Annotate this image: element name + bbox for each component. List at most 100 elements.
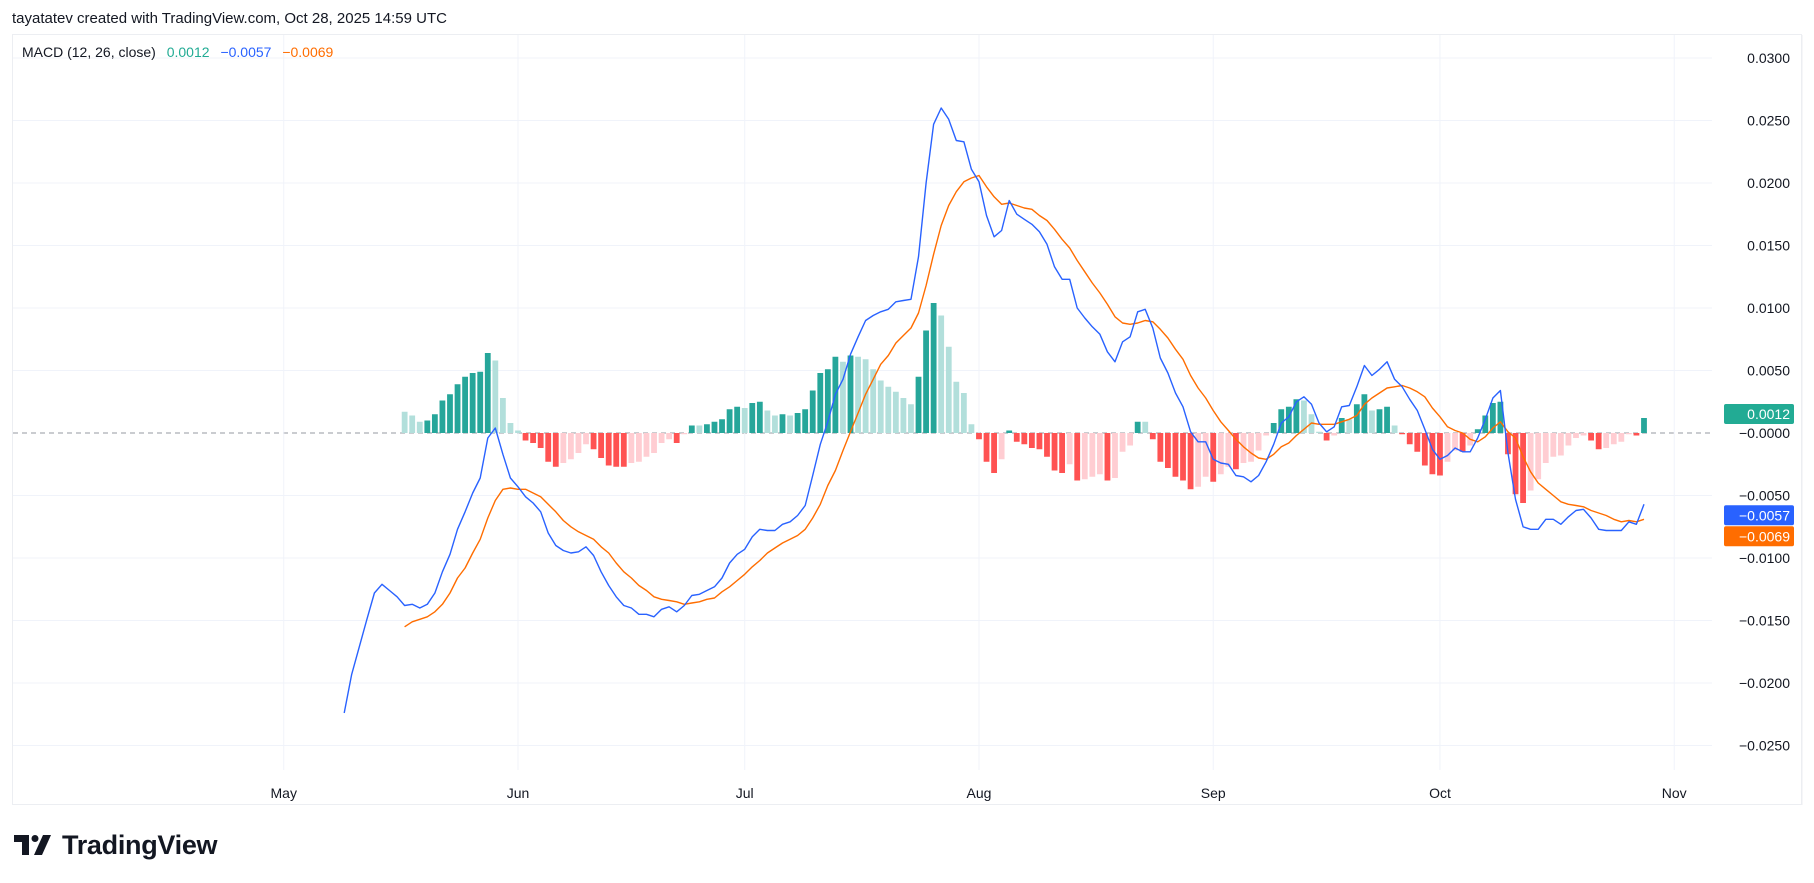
histogram-bar <box>1459 433 1466 452</box>
y-tick-label: 0.0200 <box>1747 175 1790 191</box>
y-tick-label: 0.0150 <box>1747 238 1790 254</box>
histogram-bar <box>522 433 529 441</box>
histogram-bar <box>484 353 491 433</box>
histogram-bar <box>1240 433 1247 463</box>
histogram-bar <box>991 433 997 473</box>
histogram-bar <box>1323 433 1330 441</box>
histogram-bar <box>1210 433 1217 482</box>
y-tick-label: −0.0100 <box>1739 550 1790 566</box>
histogram-bar <box>726 409 733 433</box>
histogram-bar <box>1096 433 1103 475</box>
histogram-bar <box>1557 433 1564 456</box>
histogram-bar <box>1331 433 1338 436</box>
histogram-bar <box>605 433 612 466</box>
histogram-bar <box>575 433 582 453</box>
histogram-bar <box>772 415 778 433</box>
histogram-bar <box>1165 433 1171 468</box>
histogram-bar <box>764 410 771 433</box>
histogram-bar <box>1338 418 1345 433</box>
histogram-bar <box>1104 433 1111 481</box>
histogram-bar <box>507 423 514 433</box>
histogram-bar <box>923 330 929 433</box>
x-tick-label: May <box>271 785 297 801</box>
x-tick-label: Jun <box>507 785 530 801</box>
histogram-bar <box>1414 433 1421 452</box>
histogram-bar <box>1429 433 1436 475</box>
histogram-bar <box>779 414 786 433</box>
histogram-bar <box>469 373 476 433</box>
last-value-tag <box>1724 404 1794 424</box>
histogram-bar <box>1482 415 1489 433</box>
histogram-bar <box>1278 409 1285 433</box>
histogram-bar <box>515 430 521 433</box>
histogram-bar <box>583 433 589 445</box>
histogram-bar <box>1263 433 1270 436</box>
histogram-bar <box>1285 406 1292 433</box>
y-tick-label: 0.0250 <box>1747 113 1790 129</box>
histogram-bar <box>983 433 990 462</box>
histogram-bar <box>741 408 748 433</box>
price-scale[interactable]: 0.0300 0.0250 0.0200 0.0150 0.0100 0.0050 −0.0… <box>1739 35 1803 805</box>
histogram-bar <box>1089 433 1096 477</box>
histogram-bar <box>1255 433 1262 451</box>
last-value-tags: 0.0012 −0.0057 −0.0069 <box>1724 404 1794 547</box>
histogram-bar <box>416 421 423 433</box>
histogram-bar <box>439 400 446 433</box>
histogram-bar <box>855 356 861 433</box>
histogram-bar <box>1172 433 1179 477</box>
legend-signal-value: −0.0069 <box>282 44 334 60</box>
time-scale[interactable]: May Jun Jul Aug Sep Oct Nov <box>271 785 1687 801</box>
histogram-bar <box>545 433 552 462</box>
histogram-bar <box>658 433 665 443</box>
histogram-bar <box>1134 421 1141 433</box>
y-tick-label: 0.0050 <box>1747 363 1790 379</box>
histogram-bar <box>1293 399 1300 433</box>
histogram-bar <box>1444 433 1451 462</box>
histogram-bar <box>1565 433 1572 446</box>
histogram-bar <box>998 433 1005 460</box>
histogram-bar <box>1006 430 1013 433</box>
histogram-bar <box>477 371 484 433</box>
histogram-bar <box>401 411 408 433</box>
histogram-bar <box>824 369 831 433</box>
histogram-bar <box>1013 433 1020 442</box>
histogram-bar <box>1180 433 1186 481</box>
histogram-bar <box>696 425 703 433</box>
histogram-bar <box>968 424 975 433</box>
histogram-bar <box>1195 433 1202 487</box>
x-tick-label: Sep <box>1201 785 1226 801</box>
macd-line <box>343 107 1645 714</box>
histogram-bar <box>673 433 680 443</box>
histogram-bar <box>1270 423 1277 433</box>
histogram-bar <box>651 433 657 453</box>
tradingview-brand[interactable]: TradingView <box>14 828 218 862</box>
histogram-bar <box>870 369 877 433</box>
legend-indicator-name[interactable]: MACD (12, 26, close) <box>22 44 156 60</box>
histogram-bar <box>1142 421 1149 433</box>
histogram-bar <box>877 380 884 433</box>
histogram-bar <box>462 376 469 433</box>
last-value-tag <box>1724 505 1794 526</box>
histogram-bar <box>885 386 892 433</box>
histogram-bar <box>1384 406 1390 433</box>
brand-name: TradingView <box>62 829 218 860</box>
x-tick-label: Nov <box>1662 785 1687 801</box>
histogram-bar <box>1119 433 1126 452</box>
y-tick-label: −0.0000 <box>1739 425 1790 441</box>
histogram-bar <box>530 433 537 443</box>
histogram-bar <box>1610 433 1617 445</box>
histogram-bar <box>1044 433 1050 457</box>
histogram-bar <box>1021 433 1028 445</box>
histogram-bar <box>1595 433 1602 450</box>
histogram-bar <box>1127 433 1134 446</box>
indicator-legend[interactable]: MACD (12, 26, close) 0.0012 −0.0057 −0.0… <box>22 44 340 60</box>
chart-attribution: tayatatev created with TradingView.com, … <box>12 10 447 27</box>
histogram-bar <box>1361 394 1368 433</box>
histogram-bar <box>454 384 461 433</box>
histogram-bar <box>1497 401 1504 433</box>
histogram-bar <box>953 381 960 433</box>
histogram-bar <box>809 390 816 433</box>
histogram-bar <box>1512 433 1519 495</box>
histogram-bar <box>787 415 793 433</box>
